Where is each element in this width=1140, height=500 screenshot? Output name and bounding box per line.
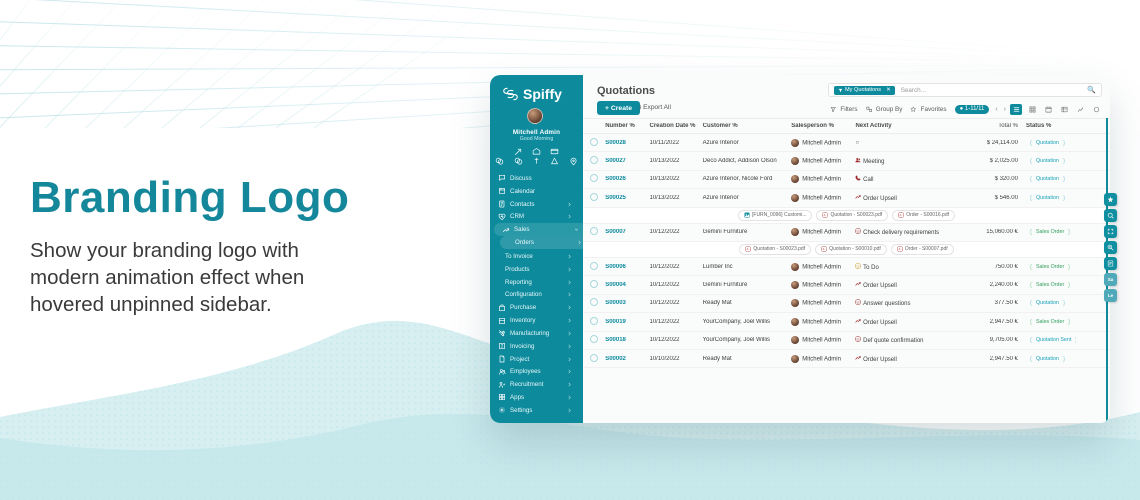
- svg-text:A: A: [898, 247, 900, 251]
- svg-text:A: A: [747, 247, 749, 251]
- svg-text:A: A: [900, 213, 902, 217]
- svg-text:A: A: [824, 213, 826, 217]
- svg-text:A: A: [823, 247, 825, 251]
